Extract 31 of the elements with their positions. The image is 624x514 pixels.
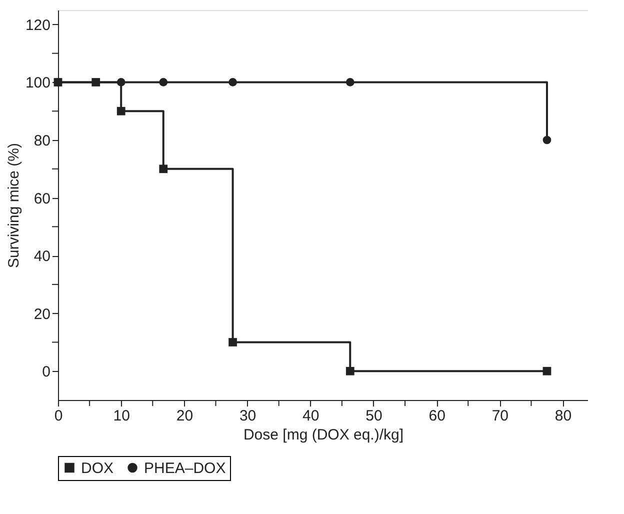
legend-label: DOX xyxy=(81,460,114,477)
x-tick-label: 70 xyxy=(492,408,509,424)
x-tick-label: 20 xyxy=(176,408,194,424)
point xyxy=(346,78,354,86)
point xyxy=(92,78,100,86)
legend-label: PHEA–DOX xyxy=(144,460,226,477)
y-tick-label: 40 xyxy=(34,248,50,266)
x-tick-label: 60 xyxy=(428,408,446,424)
y-tick-label: 60 xyxy=(34,190,50,208)
point xyxy=(346,366,354,376)
x-tick-label: 50 xyxy=(366,408,382,424)
y-tick-label: 120 xyxy=(25,16,50,34)
point xyxy=(116,78,126,86)
x-tick-label: 0 xyxy=(54,408,63,424)
point xyxy=(228,78,237,86)
point xyxy=(116,106,126,116)
x-tick-label: 30 xyxy=(239,408,256,424)
x-tick-label: 40 xyxy=(302,408,320,424)
point xyxy=(159,78,168,86)
y-tick-label: 0 xyxy=(42,364,50,381)
point xyxy=(228,338,237,346)
x-tick-label: 80 xyxy=(554,408,572,424)
x-tick-label: 10 xyxy=(113,408,130,424)
point xyxy=(542,136,552,144)
y-axis-title: Surviving mice (%) xyxy=(5,142,22,268)
point xyxy=(159,164,168,174)
y-tick-label: 20 xyxy=(34,306,50,323)
x-axis-title: Dose [mg (DOX eq.)/kg] xyxy=(243,426,404,444)
y-tick-label: 100 xyxy=(25,74,50,92)
y-tick-label: 80 xyxy=(34,132,50,150)
point xyxy=(542,366,552,376)
